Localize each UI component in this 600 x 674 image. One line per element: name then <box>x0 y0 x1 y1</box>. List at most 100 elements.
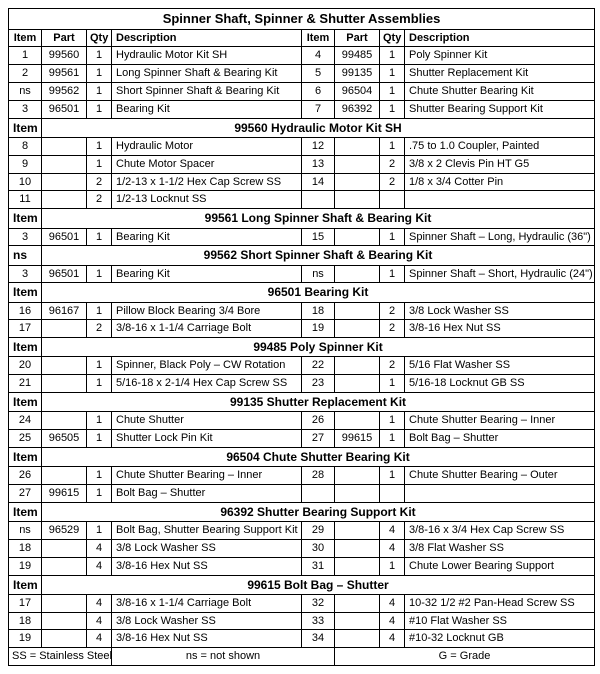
section-id: Item 27 <box>9 575 42 594</box>
cell-part: 96501 <box>42 100 87 118</box>
cell-part: 96529 <box>42 522 87 540</box>
cell-item: ns <box>9 522 42 540</box>
cell-qty: 4 <box>380 612 405 630</box>
cell-item: 30 <box>302 539 335 557</box>
cell-part <box>335 485 380 503</box>
cell-part <box>42 320 87 338</box>
cell-item: 17 <box>9 320 42 338</box>
cell-part <box>42 539 87 557</box>
footer-g: G = Grade <box>335 648 595 666</box>
cell-part <box>42 155 87 173</box>
cell-qty: 1 <box>380 137 405 155</box>
section-id: Item 4 <box>9 338 42 357</box>
cell-qty: 1 <box>87 83 112 101</box>
cell-item: 28 <box>302 467 335 485</box>
cell-part <box>42 412 87 430</box>
cell-part <box>42 557 87 575</box>
cell-part: 96501 <box>42 265 87 283</box>
cell-desc: 3/8-16 Hex Nut SS <box>112 557 302 575</box>
cell-part <box>335 594 380 612</box>
cell-part <box>335 467 380 485</box>
cell-qty: 4 <box>87 557 112 575</box>
cell-qty: 2 <box>380 173 405 191</box>
section-title: 99135 Shutter Replacement Kit <box>42 393 595 412</box>
col-item: Item <box>9 29 42 47</box>
cell-desc: Shutter Bearing Support Kit <box>405 100 595 118</box>
cell-part <box>42 191 87 209</box>
cell-item: 29 <box>302 522 335 540</box>
cell-item: 7 <box>302 100 335 118</box>
cell-part <box>335 302 380 320</box>
cell-part <box>335 412 380 430</box>
cell-desc: #10-32 Locknut GB <box>405 630 595 648</box>
cell-desc: .75 to 1.0 Coupler, Painted <box>405 137 595 155</box>
cell-part: 99615 <box>335 430 380 448</box>
cell-part <box>42 594 87 612</box>
cell-qty: 2 <box>87 173 112 191</box>
cell-desc: Chute Shutter <box>112 412 302 430</box>
cell-part: 99560 <box>42 47 87 65</box>
cell-item: 19 <box>9 630 42 648</box>
cell-item: 6 <box>302 83 335 101</box>
cell-part <box>42 630 87 648</box>
cell-desc: Chute Shutter Bearing – Outer <box>405 467 595 485</box>
cell-qty: 1 <box>380 467 405 485</box>
cell-qty: 1 <box>380 228 405 246</box>
cell-item <box>302 191 335 209</box>
cell-part <box>335 612 380 630</box>
cell-item: 27 <box>302 430 335 448</box>
cell-item: 18 <box>302 302 335 320</box>
footer-ss: SS = Stainless Steel <box>9 648 112 666</box>
cell-desc: 1/2-13 x 1-1/2 Hex Cap Screw SS <box>112 173 302 191</box>
cell-part <box>335 320 380 338</box>
cell-qty: 1 <box>380 557 405 575</box>
cell-desc: Chute Lower Bearing Support <box>405 557 595 575</box>
cell-qty: 1 <box>87 302 112 320</box>
cell-desc: Chute Shutter Bearing – Inner <box>405 412 595 430</box>
cell-item: 34 <box>302 630 335 648</box>
col-desc: Description <box>112 29 302 47</box>
cell-desc: 3/8 Lock Washer SS <box>405 302 595 320</box>
cell-item: 9 <box>9 155 42 173</box>
cell-part <box>335 357 380 375</box>
cell-qty: 4 <box>87 630 112 648</box>
cell-item: 11 <box>9 191 42 209</box>
cell-item: ns <box>9 83 42 101</box>
cell-item: 19 <box>302 320 335 338</box>
cell-qty: 4 <box>380 539 405 557</box>
cell-item: 25 <box>9 430 42 448</box>
cell-desc: Bolt Bag – Shutter <box>112 485 302 503</box>
cell-qty: 1 <box>380 375 405 393</box>
cell-qty <box>380 191 405 209</box>
section-title: 99485 Poly Spinner Kit <box>42 338 595 357</box>
cell-item: 18 <box>9 539 42 557</box>
cell-part: 96505 <box>42 430 87 448</box>
cell-item: 22 <box>302 357 335 375</box>
cell-qty: 1 <box>380 265 405 283</box>
cell-qty: 1 <box>87 137 112 155</box>
cell-desc: 3/8-16 x 1-1/4 Carriage Bolt <box>112 320 302 338</box>
cell-part: 99561 <box>42 65 87 83</box>
cell-desc: Bearing Kit <box>112 100 302 118</box>
col-desc: Description <box>405 29 595 47</box>
cell-item: 4 <box>302 47 335 65</box>
col-part: Part <box>335 29 380 47</box>
cell-item: 2 <box>9 65 42 83</box>
cell-desc: Bolt Bag, Shutter Bearing Support Kit <box>112 522 302 540</box>
parts-table: Spinner Shaft, Spinner & Shutter Assembl… <box>8 8 595 666</box>
cell-item: 26 <box>302 412 335 430</box>
cell-part: 96167 <box>42 302 87 320</box>
cell-desc: Spinner, Black Poly – CW Rotation <box>112 357 302 375</box>
cell-qty <box>380 485 405 503</box>
cell-part: 96504 <box>335 83 380 101</box>
cell-part <box>42 173 87 191</box>
cell-part <box>42 137 87 155</box>
cell-desc: 3/8-16 x 1-1/4 Carriage Bolt <box>112 594 302 612</box>
cell-qty: 1 <box>380 47 405 65</box>
cell-qty: 2 <box>380 357 405 375</box>
section-id: Item 7 <box>9 502 42 521</box>
cell-part <box>335 375 380 393</box>
cell-qty: 4 <box>380 522 405 540</box>
cell-item: 33 <box>302 612 335 630</box>
cell-desc: 3/8-16 Hex Nut SS <box>405 320 595 338</box>
